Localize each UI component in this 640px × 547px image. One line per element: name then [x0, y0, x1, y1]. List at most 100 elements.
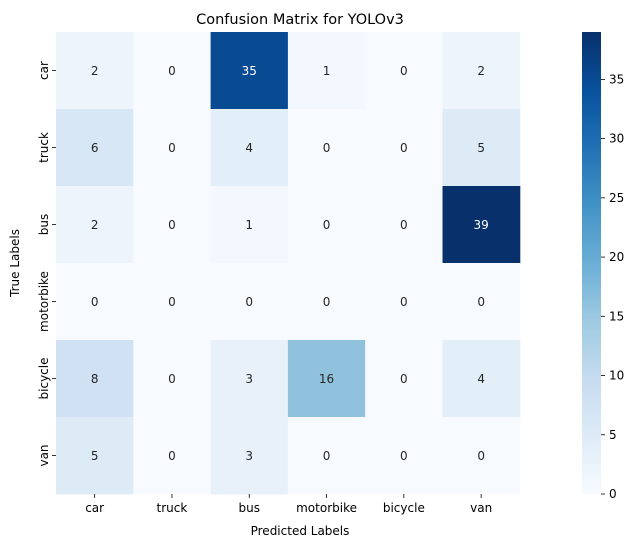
colorbar-tick-label: 5: [609, 428, 617, 442]
heatmap-cell: [365, 417, 443, 495]
cell-value-label: 39: [474, 218, 489, 232]
cell-value-label: 0: [323, 449, 331, 463]
cell-value-label: 0: [245, 295, 253, 309]
cell-value-label: 35: [242, 64, 257, 78]
heatmap-cell: [287, 186, 366, 264]
y-tick-label: van: [37, 444, 51, 466]
chart-title: Confusion Matrix for YOLOv3: [196, 12, 404, 28]
y-axis-ticks: car truck bus motorbike bicycle van: [37, 61, 56, 467]
heatmap-cell: [56, 340, 134, 418]
x-tick-label: motorbike: [296, 501, 357, 515]
heatmap-cell: [442, 263, 521, 341]
x-tick-label: truck: [157, 501, 188, 515]
cell-value-label: 0: [400, 141, 408, 155]
cell-value-label: 1: [323, 64, 331, 78]
cell-value-label: 0: [168, 64, 176, 78]
heatmap-cell: [133, 186, 212, 264]
cell-value-label: 0: [323, 218, 331, 232]
cell-value-label: 0: [91, 295, 99, 309]
cell-value-label: 0: [168, 295, 176, 309]
heatmap-cell: [133, 109, 212, 187]
x-tick-label: bus: [239, 501, 260, 515]
cell-value-label: 0: [477, 449, 485, 463]
x-tick-label: bicycle: [383, 501, 425, 515]
heatmap-cells: [56, 32, 521, 495]
x-axis-ticks: car truck bus motorbike bicycle van: [85, 494, 492, 515]
y-tick-label: motorbike: [37, 271, 51, 332]
heatmap-cell: [442, 186, 521, 264]
cell-value-label: 3: [245, 372, 253, 386]
heatmap-cell: [287, 340, 366, 418]
heatmap-cell: [56, 263, 134, 341]
heatmap-cell: [442, 109, 521, 187]
cell-value-label: 0: [400, 449, 408, 463]
cell-value-label: 0: [168, 218, 176, 232]
cell-value-label: 3: [245, 449, 253, 463]
heatmap-cell: [133, 263, 212, 341]
heatmap-cell: [365, 32, 443, 110]
heatmap-cell: [133, 32, 212, 110]
colorbar-tick-label: 35: [609, 72, 624, 86]
cell-value-label: 0: [400, 372, 408, 386]
heatmap-cell: [365, 263, 443, 341]
colorbar-tick-label: 15: [609, 309, 624, 323]
cell-value-label: 0: [168, 449, 176, 463]
heatmap-cell: [210, 417, 289, 495]
heatmap-cell: [56, 32, 134, 110]
cell-value-label: 2: [91, 218, 99, 232]
cell-value-label: 0: [400, 64, 408, 78]
heatmap-cell: [365, 109, 443, 187]
heatmap-cell: [442, 340, 521, 418]
cell-annotations: 2 0 35 1 0 2 6 0 4 0 0 5 2 0 1 0 0 39 0 0 0 0 0 0 8 0 3 16 0 4 5 0 3 0 0 0: [91, 64, 489, 463]
heatmap-cell: [210, 32, 289, 110]
y-tick-label: bus: [37, 214, 51, 235]
colorbar: [582, 32, 601, 494]
heatmap-cell: [210, 186, 289, 264]
heatmap-cell: [133, 340, 212, 418]
colorbar-tick-label: 0: [609, 487, 617, 501]
heatmap-cell: [287, 109, 366, 187]
heatmap-cell: [365, 340, 443, 418]
heatmap-cell: [210, 263, 289, 341]
cell-value-label: 2: [91, 64, 99, 78]
x-tick-label: van: [470, 501, 492, 515]
colorbar-tick-label: 10: [609, 369, 624, 383]
heatmap-cell: [442, 417, 521, 495]
cell-value-label: 4: [245, 141, 253, 155]
heatmap-cell: [442, 32, 521, 110]
y-tick-label: bicycle: [37, 358, 51, 400]
cell-value-label: 5: [91, 449, 99, 463]
cell-value-label: 0: [168, 141, 176, 155]
y-axis-label: True Labels: [8, 229, 22, 298]
colorbar-tick-label: 30: [609, 132, 624, 146]
colorbar-tick-label: 25: [609, 191, 624, 205]
cell-value-label: 8: [91, 372, 99, 386]
cell-value-label: 1: [245, 218, 253, 232]
cell-value-label: 4: [477, 372, 485, 386]
y-tick-label: truck: [37, 132, 51, 163]
heatmap-cell: [56, 186, 134, 264]
heatmap-cell: [287, 263, 366, 341]
heatmap-cell: [365, 186, 443, 264]
x-tick-label: car: [85, 501, 104, 515]
cell-value-label: 16: [319, 372, 334, 386]
heatmap-cell: [287, 417, 366, 495]
cell-value-label: 0: [477, 295, 485, 309]
heatmap-cell: [210, 340, 289, 418]
cell-value-label: 6: [91, 141, 99, 155]
heatmap-cell: [56, 109, 134, 187]
cell-value-label: 0: [400, 218, 408, 232]
heatmap-cell: [56, 417, 134, 495]
x-axis-label: Predicted Labels: [251, 524, 350, 538]
cell-value-label: 2: [477, 64, 485, 78]
cell-value-label: 0: [400, 295, 408, 309]
colorbar-ticks: 0 5 10 15 20 25 30 35: [601, 72, 624, 501]
colorbar-tick-label: 20: [609, 250, 624, 264]
cell-value-label: 0: [323, 295, 331, 309]
cell-value-label: 0: [168, 372, 176, 386]
heatmap-cell: [210, 109, 289, 187]
heatmap-cell: [287, 32, 366, 110]
cell-value-label: 0: [323, 141, 331, 155]
heatmap-cell: [133, 417, 212, 495]
